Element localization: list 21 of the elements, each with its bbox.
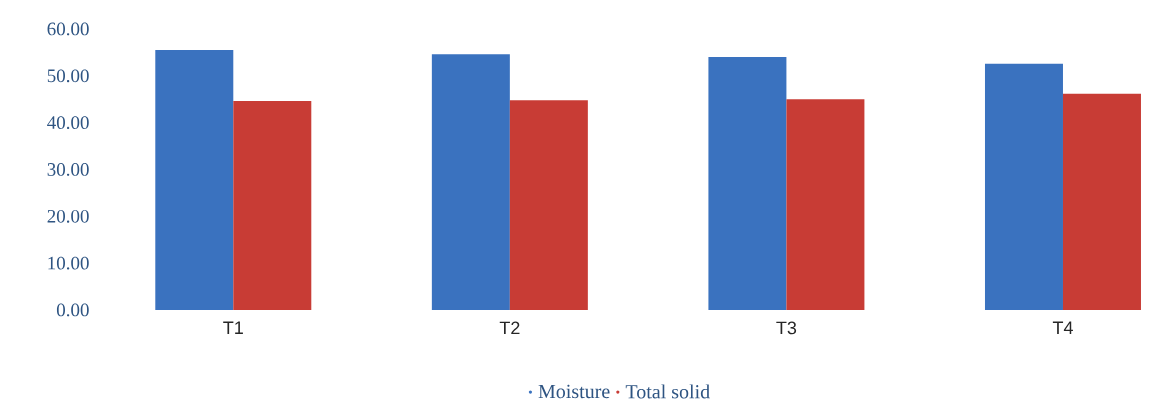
- legend-label: Moisture: [538, 384, 610, 399]
- y-tick-label: 0.00: [56, 303, 89, 317]
- bar: [509, 100, 588, 310]
- legend-label: Total solid: [625, 384, 710, 399]
- y-tick-label: 20.00: [47, 209, 89, 223]
- y-tick-label: 10.00: [48, 256, 89, 270]
- x-tick-label: T3: [776, 321, 797, 335]
- y-tick-label: 40.00: [47, 116, 89, 130]
- x-tick-label: T4: [1052, 321, 1073, 334]
- x-tick-label: T2: [499, 321, 520, 335]
- x-tick-label: T1: [223, 321, 243, 334]
- y-tick-label: 30.00: [47, 163, 89, 176]
- bar: [1062, 93, 1141, 310]
- bar: [786, 99, 865, 310]
- y-tick-label: 50.00: [47, 69, 89, 83]
- y-tick-label: 60.00: [47, 22, 89, 36]
- bar: [155, 50, 234, 310]
- bar: [431, 54, 510, 310]
- bar: [233, 101, 312, 310]
- bar: [708, 57, 787, 310]
- bar: [984, 63, 1063, 310]
